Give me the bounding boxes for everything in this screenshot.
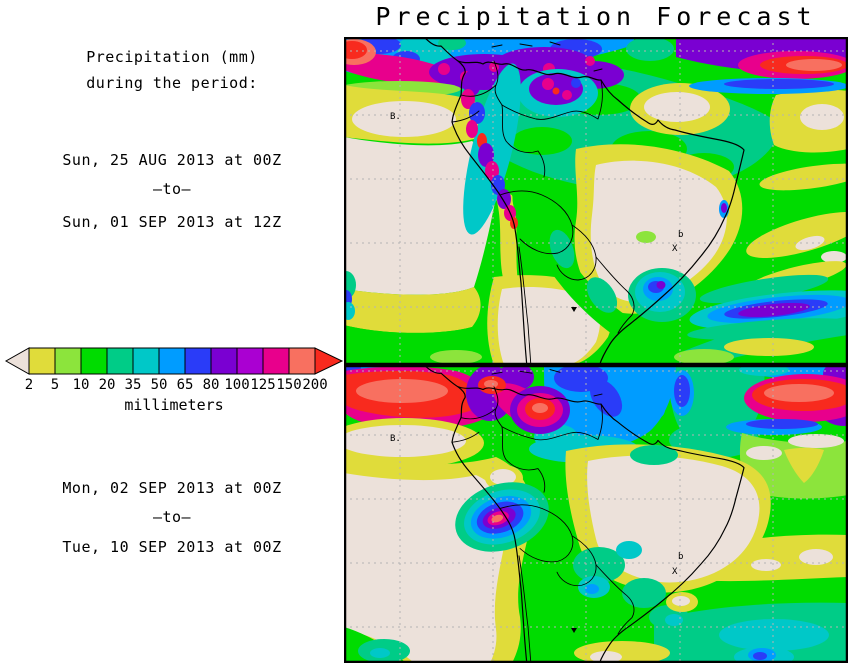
station-marker: B. bbox=[390, 112, 401, 122]
small-b-marker: b bbox=[678, 552, 683, 562]
legend-tick: 10 bbox=[72, 377, 90, 393]
legend-swatch bbox=[236, 347, 264, 375]
color-scale-unit-label: millimeters bbox=[124, 396, 224, 414]
map2-border bbox=[344, 365, 848, 663]
legend-swatch bbox=[54, 347, 82, 375]
info-heading-line2: during the period: bbox=[86, 74, 258, 92]
legend-tick: 50 bbox=[150, 377, 168, 393]
period1-start: Sun, 25 AUG 2013 at 00Z bbox=[62, 151, 282, 169]
legend-tick: 65 bbox=[176, 377, 194, 393]
peru-max-bullseye bbox=[455, 482, 549, 552]
legend-swatch bbox=[106, 347, 134, 375]
map1-border bbox=[344, 37, 848, 365]
legend-tick: 200 bbox=[302, 377, 328, 393]
legend-swatch bbox=[184, 347, 212, 375]
grid-lines bbox=[344, 365, 848, 663]
map1-markers: B. b X bbox=[390, 112, 683, 254]
period2-end: Tue, 10 SEP 2013 at 00Z bbox=[62, 538, 282, 556]
legend-tick: 125 bbox=[250, 377, 276, 393]
station-marker: B. bbox=[390, 434, 401, 444]
legend-tick: 5 bbox=[50, 377, 60, 393]
legend-tick: 150 bbox=[276, 377, 302, 393]
triangle-marker bbox=[571, 628, 577, 633]
triangle-marker bbox=[571, 307, 577, 312]
legend-swatch bbox=[80, 347, 108, 375]
legend-swatch bbox=[288, 347, 316, 375]
underflow-arrow bbox=[4, 347, 30, 375]
forecast-map-week1: B. b X bbox=[344, 37, 848, 365]
grid-lines bbox=[344, 37, 848, 365]
overflow-arrow bbox=[314, 347, 344, 375]
period2-start: Mon, 02 SEP 2013 at 00Z bbox=[62, 479, 282, 497]
legend-tick: 2 bbox=[24, 377, 34, 393]
legend-swatch bbox=[132, 347, 160, 375]
period1-end: Sun, 01 SEP 2013 at 12Z bbox=[62, 213, 282, 231]
legend-tick: 35 bbox=[124, 377, 142, 393]
map2-markers: B. b X bbox=[390, 434, 683, 577]
legend-tick: 100 bbox=[224, 377, 250, 393]
x-marker: X bbox=[672, 244, 678, 254]
color-scale-ticks: 2 5 10 20 35 50 65 80 100 125 150 200 bbox=[4, 377, 345, 393]
color-scale: 2 5 10 20 35 50 65 80 100 125 150 200 millimeters bbox=[4, 347, 345, 419]
legend-tick: 80 bbox=[202, 377, 220, 393]
info-heading-line1: Precipitation (mm) bbox=[86, 48, 258, 66]
legend-swatch bbox=[28, 347, 56, 375]
legend-swatch bbox=[262, 347, 290, 375]
x-marker: X bbox=[672, 567, 678, 577]
map-panels: B. b X bbox=[344, 37, 848, 663]
period2-separator: –to– bbox=[152, 508, 192, 526]
forecast-map-week2: B. b X bbox=[344, 365, 848, 663]
legend-tick: 20 bbox=[98, 377, 116, 393]
small-b-marker: b bbox=[678, 230, 683, 240]
period1-separator: –to– bbox=[152, 180, 192, 198]
page-title: Precipitation Forecast bbox=[375, 2, 817, 31]
legend-swatch bbox=[210, 347, 238, 375]
color-scale-bar bbox=[4, 347, 344, 375]
legend-swatch bbox=[158, 347, 186, 375]
